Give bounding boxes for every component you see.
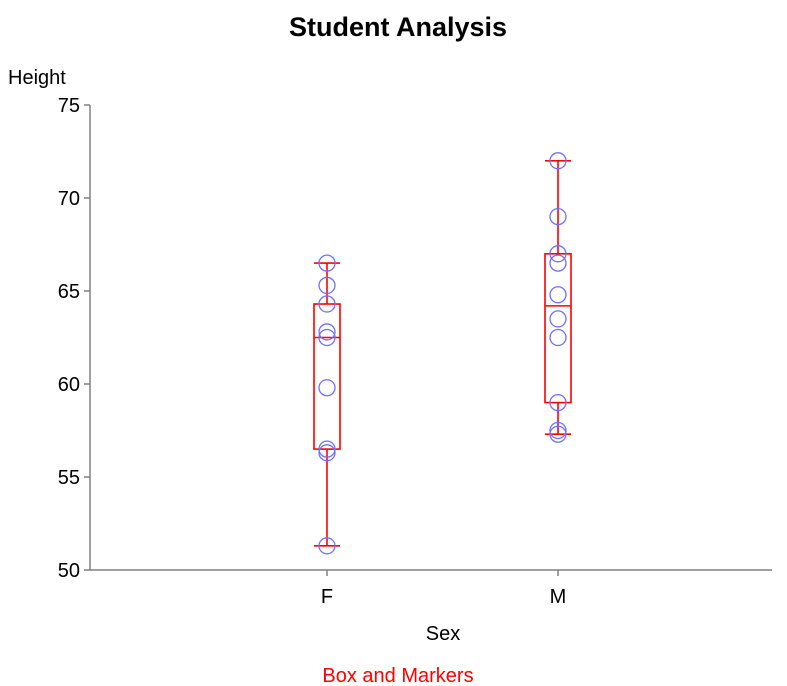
y-axis: 50 55 60 65 70 75 — [58, 95, 91, 582]
marker-point — [549, 421, 567, 440]
x-axis-label: Sex — [426, 623, 460, 645]
marker-point — [549, 254, 567, 272]
marker-point — [318, 444, 336, 462]
x-tick-label: M — [550, 586, 567, 608]
marker-point — [318, 323, 336, 341]
marker-point — [318, 328, 336, 347]
marker-point — [549, 425, 567, 443]
marker-point — [549, 152, 567, 170]
marker-point — [318, 537, 336, 555]
y-tick-label: 60 — [58, 374, 80, 396]
box-plots — [313, 160, 572, 547]
marker-point — [549, 207, 567, 226]
box-plot-m — [544, 160, 572, 436]
marker-point — [549, 393, 567, 412]
box-plot-f — [313, 262, 341, 547]
data-markers — [318, 152, 567, 555]
footnote: Box and Markers — [322, 665, 473, 686]
chart-title: Student Analysis — [289, 12, 507, 42]
y-tick-label: 65 — [58, 281, 80, 303]
marker-point — [549, 328, 567, 347]
marker-point — [549, 245, 567, 263]
marker-point — [318, 276, 336, 295]
x-tick-label: F — [321, 586, 333, 608]
y-axis-label: Height — [8, 67, 66, 89]
marker-point — [318, 440, 336, 458]
y-tick-label: 70 — [58, 188, 80, 210]
y-tick-label: 50 — [58, 560, 80, 582]
marker-point — [318, 295, 336, 313]
y-tick-label: 55 — [58, 467, 80, 489]
marker-point — [318, 254, 336, 272]
box-iqr — [544, 253, 572, 404]
box-iqr — [313, 303, 341, 450]
marker-point — [549, 286, 567, 304]
y-tick-label: 75 — [58, 95, 80, 117]
marker-point — [549, 310, 567, 328]
marker-point — [318, 379, 336, 397]
